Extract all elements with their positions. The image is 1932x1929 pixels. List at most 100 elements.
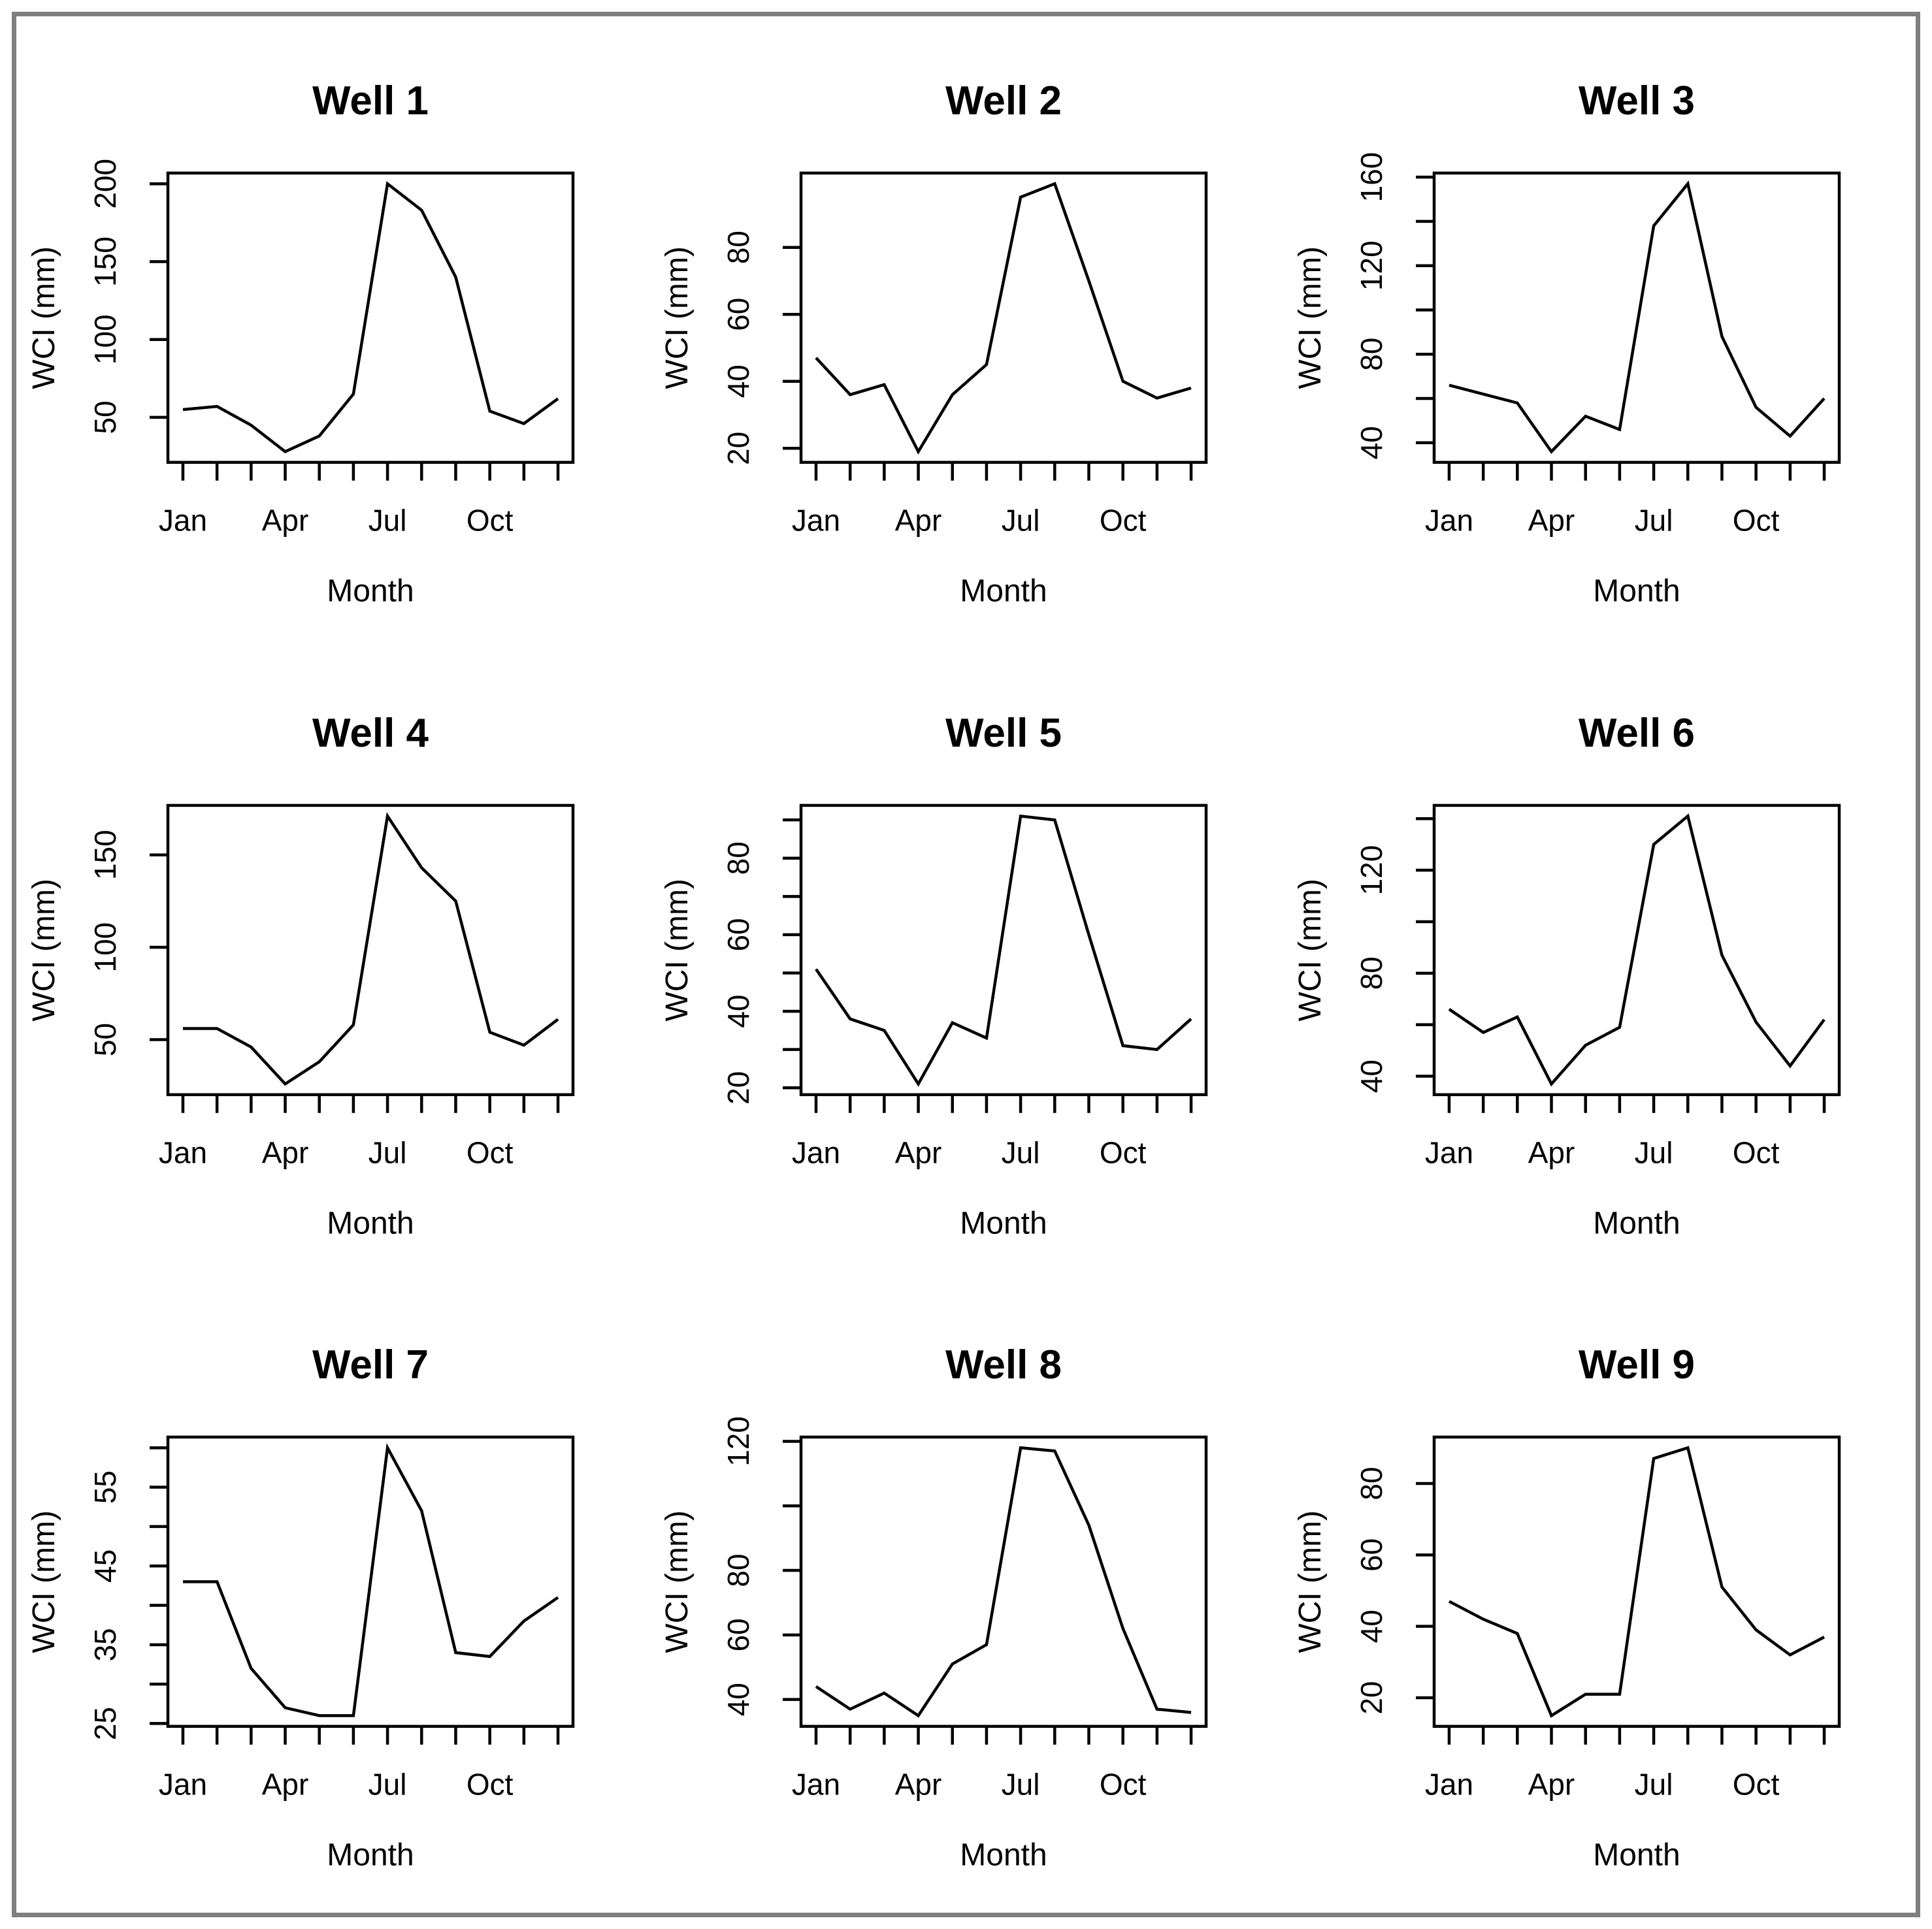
plot-box [799,803,1208,1096]
plot-title: Well 4 [312,711,429,756]
y-tick-label: 160 [1354,152,1388,203]
well-plots-grid: Well 1 Jan Apr Jul Oct 50 100 150 200 Month WCI (m… [16,16,1916,1913]
well-4-panel: Well 4 Jan Apr Jul Oct 50 100 150 Month WCI (mm) [27,711,575,1240]
y-axis-label: WCI (mm) [660,1510,695,1653]
y-tick-label: 40 [1354,1610,1388,1643]
y-tick-label: 120 [721,1416,755,1467]
plot-box [799,1435,1208,1728]
plot-box [166,171,575,464]
y-axis-label: WCI (mm) [660,246,695,389]
y-tick-label: 100 [88,314,122,365]
well-1-panel: Well 1 Jan Apr Jul Oct 50 100 150 200 Month WCI (m… [27,78,575,609]
plot-box [1432,1435,1841,1728]
x-tick-label: Jan [792,504,840,538]
x-tick-label: Jan [159,1768,207,1802]
x-tick-label: Apr [895,1135,942,1169]
x-tick-label: Jul [1002,1768,1040,1802]
x-tick-label: Jul [368,504,407,538]
x-tick-label: Jan [159,1135,207,1169]
plot-box [1432,171,1841,464]
y-axis-label: WCI (mm) [1293,246,1328,389]
x-axis-label: Month [960,1206,1047,1240]
y-axis-label: WCI (mm) [27,879,61,1021]
x-tick-label: Jan [1425,1768,1473,1802]
y-tick-label: 150 [88,236,122,287]
grid-cell-7: Well 7 Jan Apr Jul Oct 25 35 45 55 Month WCI (mm) [16,1280,649,1913]
y-tick-label: 100 [88,922,122,972]
x-tick-label: Jan [1425,1135,1473,1169]
x-tick-label: Apr [1528,504,1575,538]
plot-title: Well 3 [1579,78,1695,123]
y-tick-label: 45 [88,1549,122,1583]
y-tick-label: 40 [721,994,755,1028]
x-tick-label: Jul [1635,504,1673,538]
y-tick-label: 25 [88,1707,122,1740]
y-tick-label: 20 [1354,1681,1388,1715]
plot-title: Well 2 [945,78,1062,123]
grid-cell-9: Well 9 Jan Apr Jul Oct 20 40 60 80 Month WCI (mm) [1283,1280,1916,1913]
well-5-panel: Well 5 Jan Apr Jul Oct 20 40 60 80 Month WCI (mm) [660,711,1208,1240]
y-tick-label: 20 [721,1071,755,1104]
data-line [1448,1446,1826,1719]
y-tick-label: 55 [88,1470,122,1504]
y-tick-label: 60 [721,1619,755,1652]
x-tick-label: Apr [1528,1135,1575,1169]
plot-box [166,1435,575,1728]
data-line [1448,813,1826,1087]
x-tick-label: Apr [1528,1768,1575,1802]
well-7-panel: Well 7 Jan Apr Jul Oct 25 35 45 55 Month WCI (mm) [27,1342,575,1873]
x-tick-label: Oct [1100,504,1147,538]
x-tick-label: Oct [1733,1135,1780,1169]
x-tick-label: Jan [159,504,207,538]
y-tick-label: 40 [1354,426,1388,459]
plot-title: Well 5 [945,711,1062,756]
x-axis-label: Month [960,1838,1047,1873]
y-tick-label: 80 [721,841,755,875]
y-tick-label: 50 [88,400,122,434]
x-tick-label: Jan [792,1135,840,1169]
grid-cell-5: Well 5 Jan Apr Jul Oct 20 40 60 80 Month WCI (mm) [649,649,1283,1281]
grid-cell-8: Well 8 Jan Apr Jul Oct 40 60 80 120 Month WCI (mm) [649,1280,1283,1913]
y-tick-label: 80 [1354,338,1388,371]
data-line [183,1443,559,1717]
y-axis-label: WCI (mm) [27,1510,61,1653]
grid-cell-2: Well 2 Jan Apr Jul Oct 20 40 60 80 Month WCI (mm) [649,16,1283,649]
y-tick-label: 80 [721,1554,755,1587]
grid-cell-1: Well 1 Jan Apr Jul Oct 50 100 150 200 Month WCI (m… [16,16,649,649]
plot-title: Well 6 [1579,711,1695,756]
plot-box [799,171,1208,464]
y-tick-label: 80 [721,231,755,264]
x-tick-label: Jul [1002,504,1040,538]
y-tick-label: 50 [88,1023,122,1056]
y-tick-label: 60 [1354,1538,1388,1572]
x-tick-label: Jan [792,1768,840,1802]
y-tick-label: 35 [88,1629,122,1662]
y-tick-label: 40 [721,1683,755,1716]
grid-cell-3: Well 3 Jan Apr Jul Oct 40 80 120 160 Month WCI (mm… [1283,16,1916,649]
x-tick-label: Apr [895,504,942,538]
y-tick-label: 40 [721,365,755,398]
y-tick-label: 150 [88,830,122,880]
x-tick-label: Apr [262,1135,309,1169]
y-tick-label: 40 [1354,1060,1388,1093]
x-tick-label: Apr [262,504,309,538]
data-line [183,811,559,1086]
x-tick-label: Oct [1733,1768,1780,1802]
x-axis-label: Month [960,574,1047,609]
plot-box [166,803,575,1096]
x-tick-label: Apr [262,1768,309,1802]
y-tick-label: 80 [1354,956,1388,990]
x-axis-label: Month [1593,574,1680,609]
y-axis-label: WCI (mm) [1293,879,1328,1021]
x-tick-label: Oct [467,504,514,538]
y-tick-label: 80 [1354,1467,1388,1500]
x-axis-label: Month [1593,1206,1680,1240]
x-axis-label: Month [327,574,414,609]
data-line [1449,180,1826,454]
x-tick-label: Jul [1635,1768,1673,1802]
grid-cell-6: Well 6 Jan Apr Jul Oct 40 80 120 Month WCI (mm) [1283,649,1916,1281]
y-tick-label: 120 [1354,845,1388,895]
y-axis-label: WCI (mm) [660,879,695,1021]
y-axis-label: WCI (mm) [27,246,61,389]
